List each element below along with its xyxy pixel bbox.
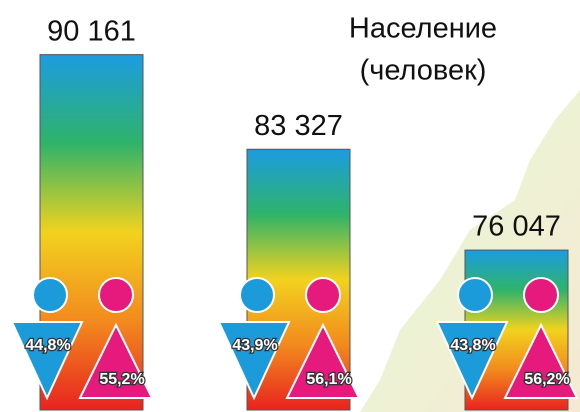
data-label: 83 327 [254, 110, 343, 142]
female-share [78, 322, 154, 399]
data-label: 76 047 [472, 211, 561, 243]
female-share-label: 56,2% [524, 371, 569, 388]
male-share-label: 44,8% [25, 337, 70, 354]
female-share [285, 322, 361, 399]
male-share-label: 43,8% [450, 337, 495, 354]
chart-title: Население [349, 13, 497, 45]
female-share-label: 56,1% [306, 371, 351, 388]
male-share [10, 321, 84, 401]
male-share-label: 43,9% [232, 337, 277, 354]
data-label: 90 161 [47, 15, 136, 47]
female-icon [305, 277, 341, 313]
male-icon [457, 277, 493, 313]
male-icon [32, 277, 68, 313]
female-icon [523, 277, 559, 313]
female-share [503, 322, 579, 399]
female-icon [98, 277, 134, 313]
male-icon [239, 277, 275, 313]
male-share [217, 321, 291, 401]
chart-subtitle: (человек) [360, 55, 487, 87]
female-share-label: 55,2% [99, 371, 144, 388]
male-share [435, 321, 509, 401]
